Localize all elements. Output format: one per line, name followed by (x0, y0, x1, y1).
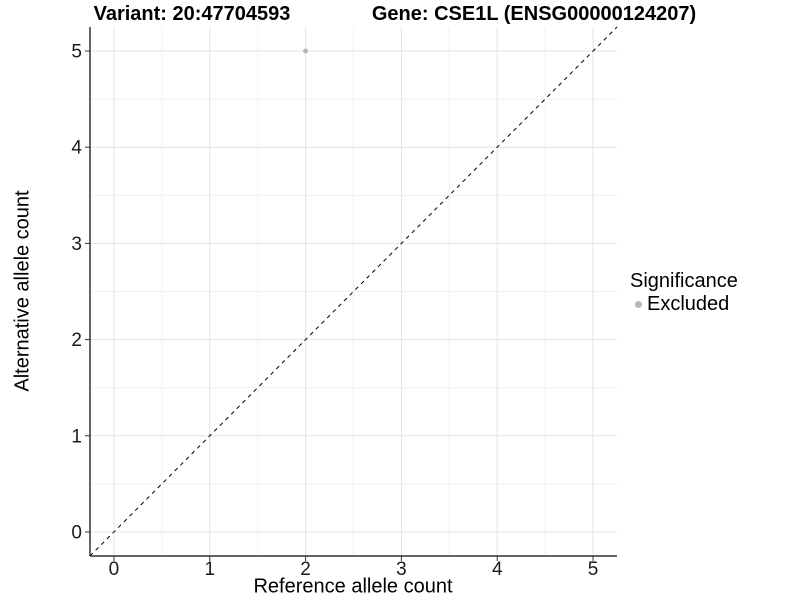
tick-marks (85, 50, 594, 561)
data-point (303, 48, 309, 54)
minor-gridlines (90, 27, 617, 556)
x-tick-label: 5 (588, 559, 599, 580)
x-tick-label: 4 (492, 559, 503, 580)
y-tick-label: 0 (71, 522, 82, 543)
y-axis-title: Alternative allele count (11, 190, 34, 392)
x-tick-label: 2 (300, 559, 311, 580)
legend-item-label: Excluded (647, 293, 730, 315)
circle-icon (635, 300, 642, 308)
x-tick-label: 3 (396, 559, 407, 580)
major-gridlines (90, 27, 617, 556)
variant-title: Variant: 20:47704593 (93, 3, 291, 25)
data-points (303, 48, 309, 54)
y-tick-label: 1 (71, 426, 82, 447)
legend-item-excluded: Excluded (630, 293, 738, 315)
y-tick-label: 2 (71, 330, 82, 351)
legend-key (630, 296, 647, 313)
legend: Significance Excluded (630, 270, 738, 315)
tick-labels: 0 1 2 3 4 5 0 1 2 3 4 5 (71, 42, 598, 580)
x-axis-title: Reference allele count (253, 575, 453, 598)
y-tick-label: 4 (71, 138, 82, 159)
y-tick-label: 5 (71, 42, 82, 63)
gene-title: Gene: CSE1L (ENSG00000124207) (371, 3, 697, 25)
x-tick-label: 0 (109, 559, 120, 580)
x-tick-label: 1 (204, 559, 215, 580)
legend-title: Significance (630, 270, 738, 292)
y-tick-label: 3 (71, 234, 82, 255)
